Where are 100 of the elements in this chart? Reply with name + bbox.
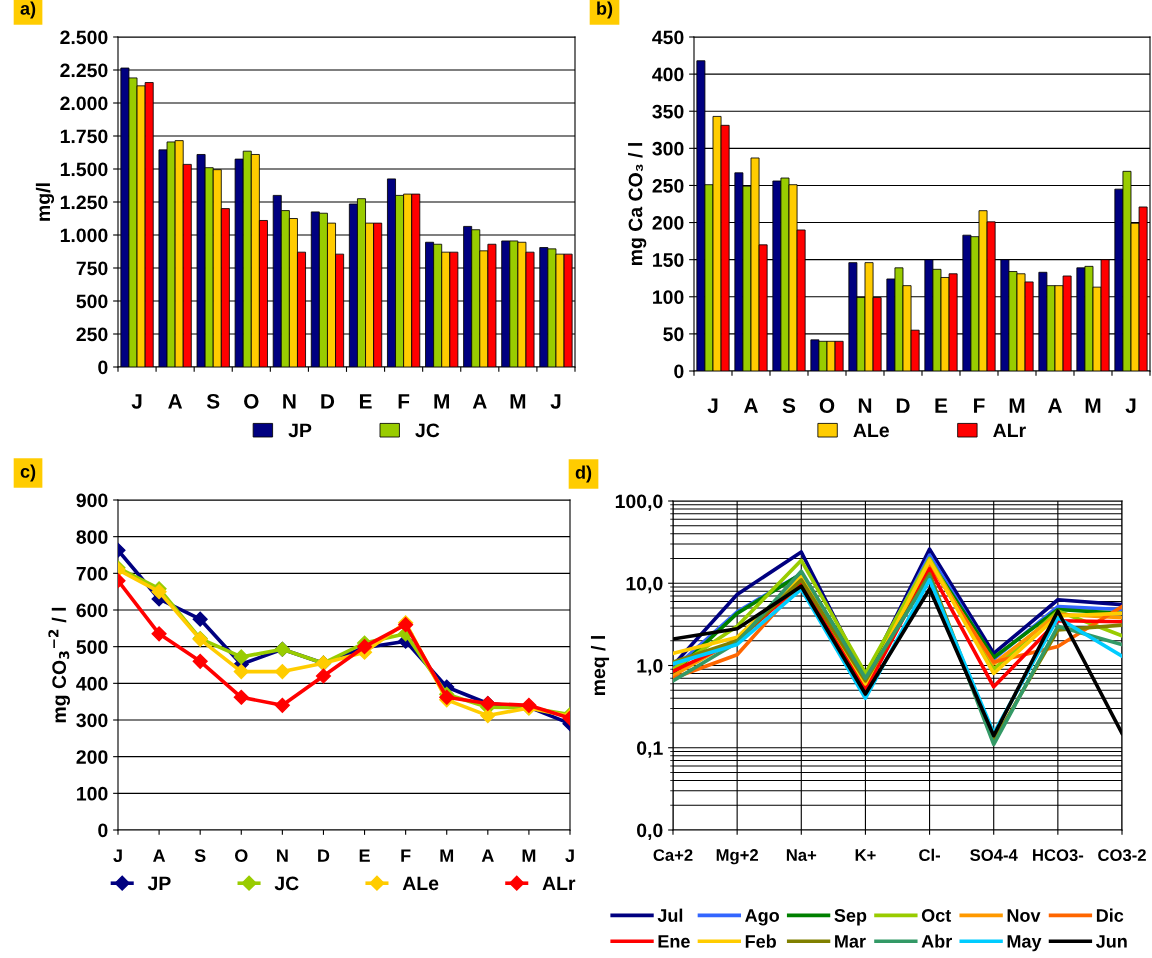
y-tick-label: 100,0 (615, 494, 663, 512)
x-tick-label: E (935, 398, 948, 413)
y-tick-label: 1,0 (637, 658, 663, 676)
x-tick-label: S (206, 393, 220, 409)
x-tick-label: N (277, 849, 288, 862)
y-tick-label: 10,0 (626, 576, 663, 594)
chart-title: b) (597, 1, 613, 19)
y-tick-label: 1.000 (60, 228, 108, 243)
y-tick-label: 350 (652, 104, 684, 119)
legend-label: ALr (993, 423, 1026, 438)
y-tick-label: 50 (663, 327, 684, 342)
x-tick-label: A (472, 394, 487, 409)
x-tick-label: J (131, 394, 142, 409)
x-tick-label: N (283, 394, 296, 409)
legend-label: Sep (834, 909, 867, 926)
x-tick-label: Na+ (786, 849, 817, 861)
x-tick-label: A (1047, 398, 1062, 413)
x-tick-label: J (565, 849, 574, 863)
legend-label: ALe (402, 876, 439, 891)
x-tick-label: M (522, 849, 536, 862)
y-tick-label: 100 (653, 290, 684, 305)
y-axis-title: mg Ca CO₃ / l (628, 143, 647, 266)
y-tick-label: 700 (76, 566, 108, 581)
y-axis-title: mg/l (35, 183, 55, 221)
x-tick-label: J (113, 849, 122, 863)
y-tick-label: 100 (77, 786, 108, 801)
x-tick-label: S (782, 398, 796, 414)
x-tick-label: Mg+2 (716, 849, 759, 865)
y-tick-label: 0 (674, 364, 684, 379)
legend-label: JP (288, 423, 312, 438)
legend-label: ALe (853, 423, 889, 438)
y-tick-label: 1.750 (60, 129, 108, 144)
y-axis-title: mg CO$_{3}$$^{−2}$ / l (48, 607, 70, 723)
y-tick-label: 2.000 (60, 96, 108, 111)
y-tick-label: 400 (652, 67, 684, 82)
y-tick-label: 750 (76, 261, 108, 276)
legend-label: Abr (921, 934, 952, 948)
x-tick-label: D (318, 849, 330, 862)
chart-title: c) (20, 464, 36, 482)
legend-label: JC (415, 423, 440, 438)
x-tick-label: K+ (855, 849, 876, 861)
y-tick-label: 2.500 (60, 30, 108, 45)
y-tick-label: 0 (98, 360, 108, 375)
x-tick-label: E (359, 394, 372, 409)
chart-title: a) (20, 1, 36, 19)
x-tick-label: SO4-4 (970, 849, 1018, 861)
y-tick-label: 1.500 (60, 162, 108, 177)
x-tick-label: D (896, 398, 910, 413)
y-tick-label: 250 (76, 327, 108, 342)
x-tick-label: D (321, 394, 335, 409)
legend-label: Mar (835, 935, 866, 948)
legend-label: Dic (1096, 908, 1124, 922)
legend-label: Jun (1095, 935, 1127, 948)
x-tick-label: M (1085, 398, 1101, 413)
x-tick-label: A (743, 398, 758, 413)
y-tick-label: 250 (652, 178, 684, 193)
legend-label: Feb (745, 934, 776, 948)
y-tick-label: 1.250 (60, 195, 108, 210)
legend-label: May (1007, 935, 1042, 952)
x-tick-label: J (1125, 398, 1136, 414)
y-tick-label: 200 (76, 750, 108, 764)
x-tick-label: F (398, 394, 410, 409)
legend-label: Ene (658, 935, 690, 948)
legend-label: JP (147, 876, 171, 891)
y-tick-label: 300 (652, 141, 684, 156)
x-tick-label: F (401, 849, 411, 862)
y-tick-label: 0,1 (637, 741, 663, 758)
x-tick-label: O (234, 849, 248, 863)
legend-label: Ago (745, 909, 780, 926)
x-tick-label: M (440, 849, 454, 862)
x-tick-label: CO3-2 (1098, 849, 1146, 862)
x-tick-label: HCO3- (1033, 849, 1084, 862)
y-tick-label: 900 (76, 493, 108, 508)
x-tick-label: F (974, 398, 985, 413)
x-tick-label: O (819, 398, 835, 414)
y-tick-label: 400 (76, 676, 108, 691)
y-tick-label: 150 (653, 253, 684, 267)
x-tick-label: J (550, 394, 561, 409)
y-tick-label: 2.250 (60, 63, 108, 78)
y-tick-label: 500 (76, 294, 108, 309)
x-tick-label: A (153, 849, 166, 862)
y-tick-label: 0,0 (637, 823, 663, 841)
x-tick-label: M (510, 394, 526, 409)
x-tick-label: O (244, 393, 259, 409)
legend-label: Nov (1007, 909, 1041, 922)
x-tick-label: Ca+2 (653, 849, 693, 861)
x-tick-label: A (168, 394, 183, 409)
y-axis-title: meq / l (590, 636, 610, 696)
y-tick-label: 0 (98, 823, 108, 838)
x-tick-label: S (194, 849, 206, 863)
x-tick-label: J (707, 398, 718, 414)
x-tick-label: M (1009, 398, 1025, 413)
legend-label: Oct (921, 909, 952, 922)
y-tick-label: 200 (652, 216, 684, 230)
chart-title: d) (575, 465, 592, 483)
x-tick-label: M (434, 394, 449, 409)
legend-label: ALr (542, 876, 576, 891)
x-tick-label: A (481, 849, 494, 862)
x-tick-label: E (359, 849, 370, 862)
x-tick-label: N (858, 398, 872, 413)
